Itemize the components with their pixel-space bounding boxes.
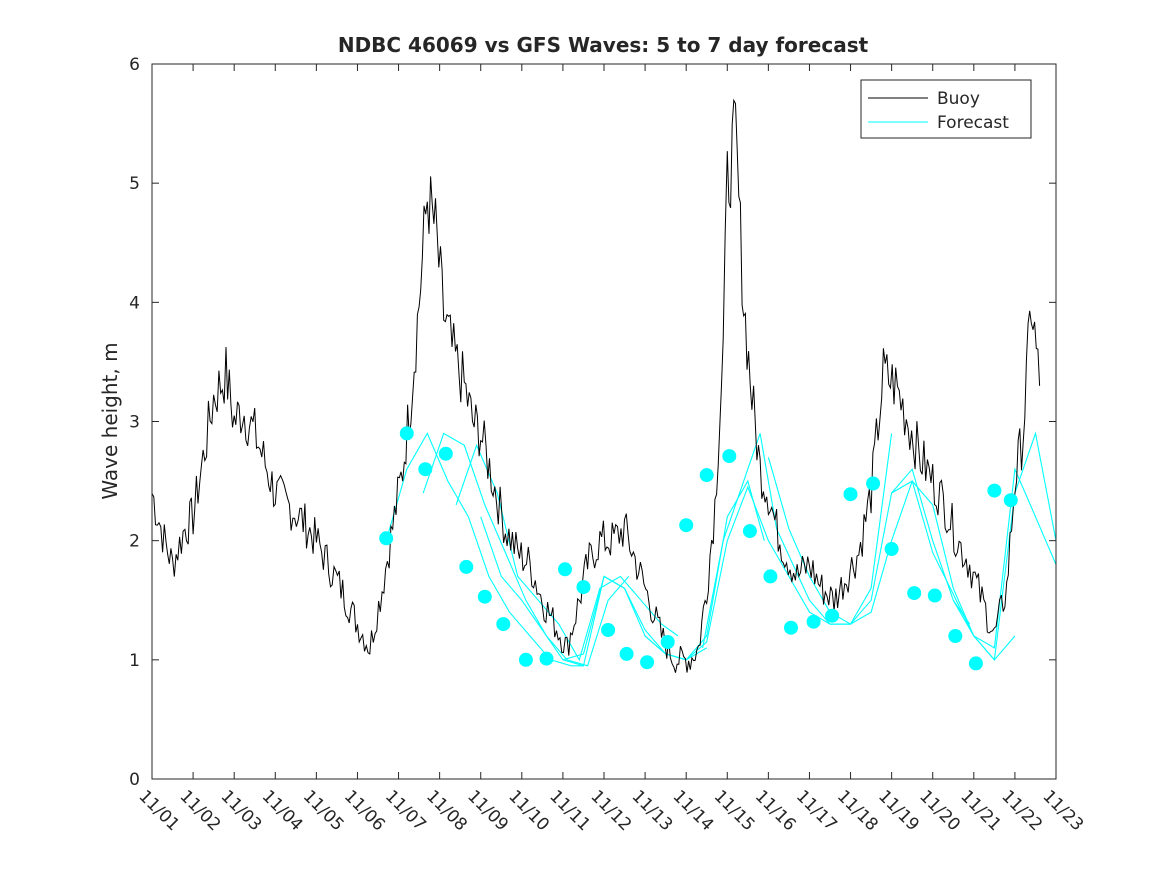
forecast-line bbox=[767, 457, 971, 625]
plot-area bbox=[152, 64, 1056, 779]
y-tick-label: 0 bbox=[129, 770, 140, 790]
forecast-marker bbox=[418, 462, 433, 477]
buoy-series bbox=[151, 98, 1041, 673]
forecast-marker bbox=[927, 588, 942, 603]
forecast-marker bbox=[763, 569, 778, 584]
y-tick-label: 3 bbox=[129, 413, 140, 433]
forecast-marker bbox=[907, 586, 922, 601]
forecast-marker bbox=[948, 629, 963, 643]
forecast-marker bbox=[843, 487, 858, 502]
forecast-line bbox=[455, 443, 679, 662]
forecast-marker bbox=[640, 655, 655, 670]
forecast-marker bbox=[518, 652, 533, 667]
forecast-marker bbox=[866, 476, 881, 491]
forecast-marker bbox=[742, 524, 757, 539]
y-tick-label: 4 bbox=[129, 293, 140, 313]
forecast-marker bbox=[987, 483, 1002, 498]
forecast-line bbox=[385, 432, 584, 667]
forecast-marker bbox=[1003, 493, 1018, 508]
forecast-marker bbox=[806, 614, 821, 629]
forecast-lines bbox=[385, 431, 1057, 667]
forecast-marker bbox=[784, 620, 798, 635]
forecast-marker bbox=[558, 562, 572, 577]
forecast-marker bbox=[884, 542, 899, 556]
forecast-marker bbox=[968, 656, 983, 671]
y-axis-label: Wave height, m bbox=[98, 342, 122, 499]
legend: Buoy Forecast bbox=[860, 79, 1032, 139]
forecast-marker bbox=[660, 635, 675, 649]
forecast-marker bbox=[679, 518, 694, 533]
legend-forecast-label: Forecast bbox=[937, 113, 1009, 133]
forecast-marker bbox=[601, 623, 616, 637]
forecast-marker bbox=[576, 580, 591, 595]
forecast-marker bbox=[722, 449, 737, 464]
forecast-line bbox=[702, 433, 893, 649]
forecast-marker bbox=[399, 426, 414, 441]
forecast-marker bbox=[459, 559, 474, 574]
forecast-marker bbox=[379, 531, 394, 546]
y-axis: 0 1 2 3 4 5 6 bbox=[129, 55, 1056, 790]
y-tick-label: 5 bbox=[129, 174, 140, 194]
forecast-marker bbox=[699, 468, 714, 483]
forecast-marker bbox=[619, 646, 634, 661]
forecast-line bbox=[952, 467, 1057, 649]
forecast-marker bbox=[438, 446, 453, 461]
chart-title: NDBC 46069 vs GFS Waves: 5 to 7 day fore… bbox=[338, 33, 869, 57]
legend-buoy-label: Buoy bbox=[937, 89, 980, 109]
legend-box bbox=[860, 79, 1032, 139]
forecast-markers bbox=[379, 426, 1018, 671]
y-tick-label: 1 bbox=[129, 651, 140, 671]
forecast-marker bbox=[477, 589, 492, 604]
y-tick-label: 2 bbox=[129, 532, 140, 552]
buoy-line bbox=[151, 98, 1041, 673]
forecast-marker bbox=[825, 608, 840, 623]
forecast-marker bbox=[496, 617, 511, 632]
forecast-line bbox=[422, 432, 630, 667]
y-tick-label: 6 bbox=[129, 55, 140, 75]
forecast-marker bbox=[539, 651, 554, 666]
